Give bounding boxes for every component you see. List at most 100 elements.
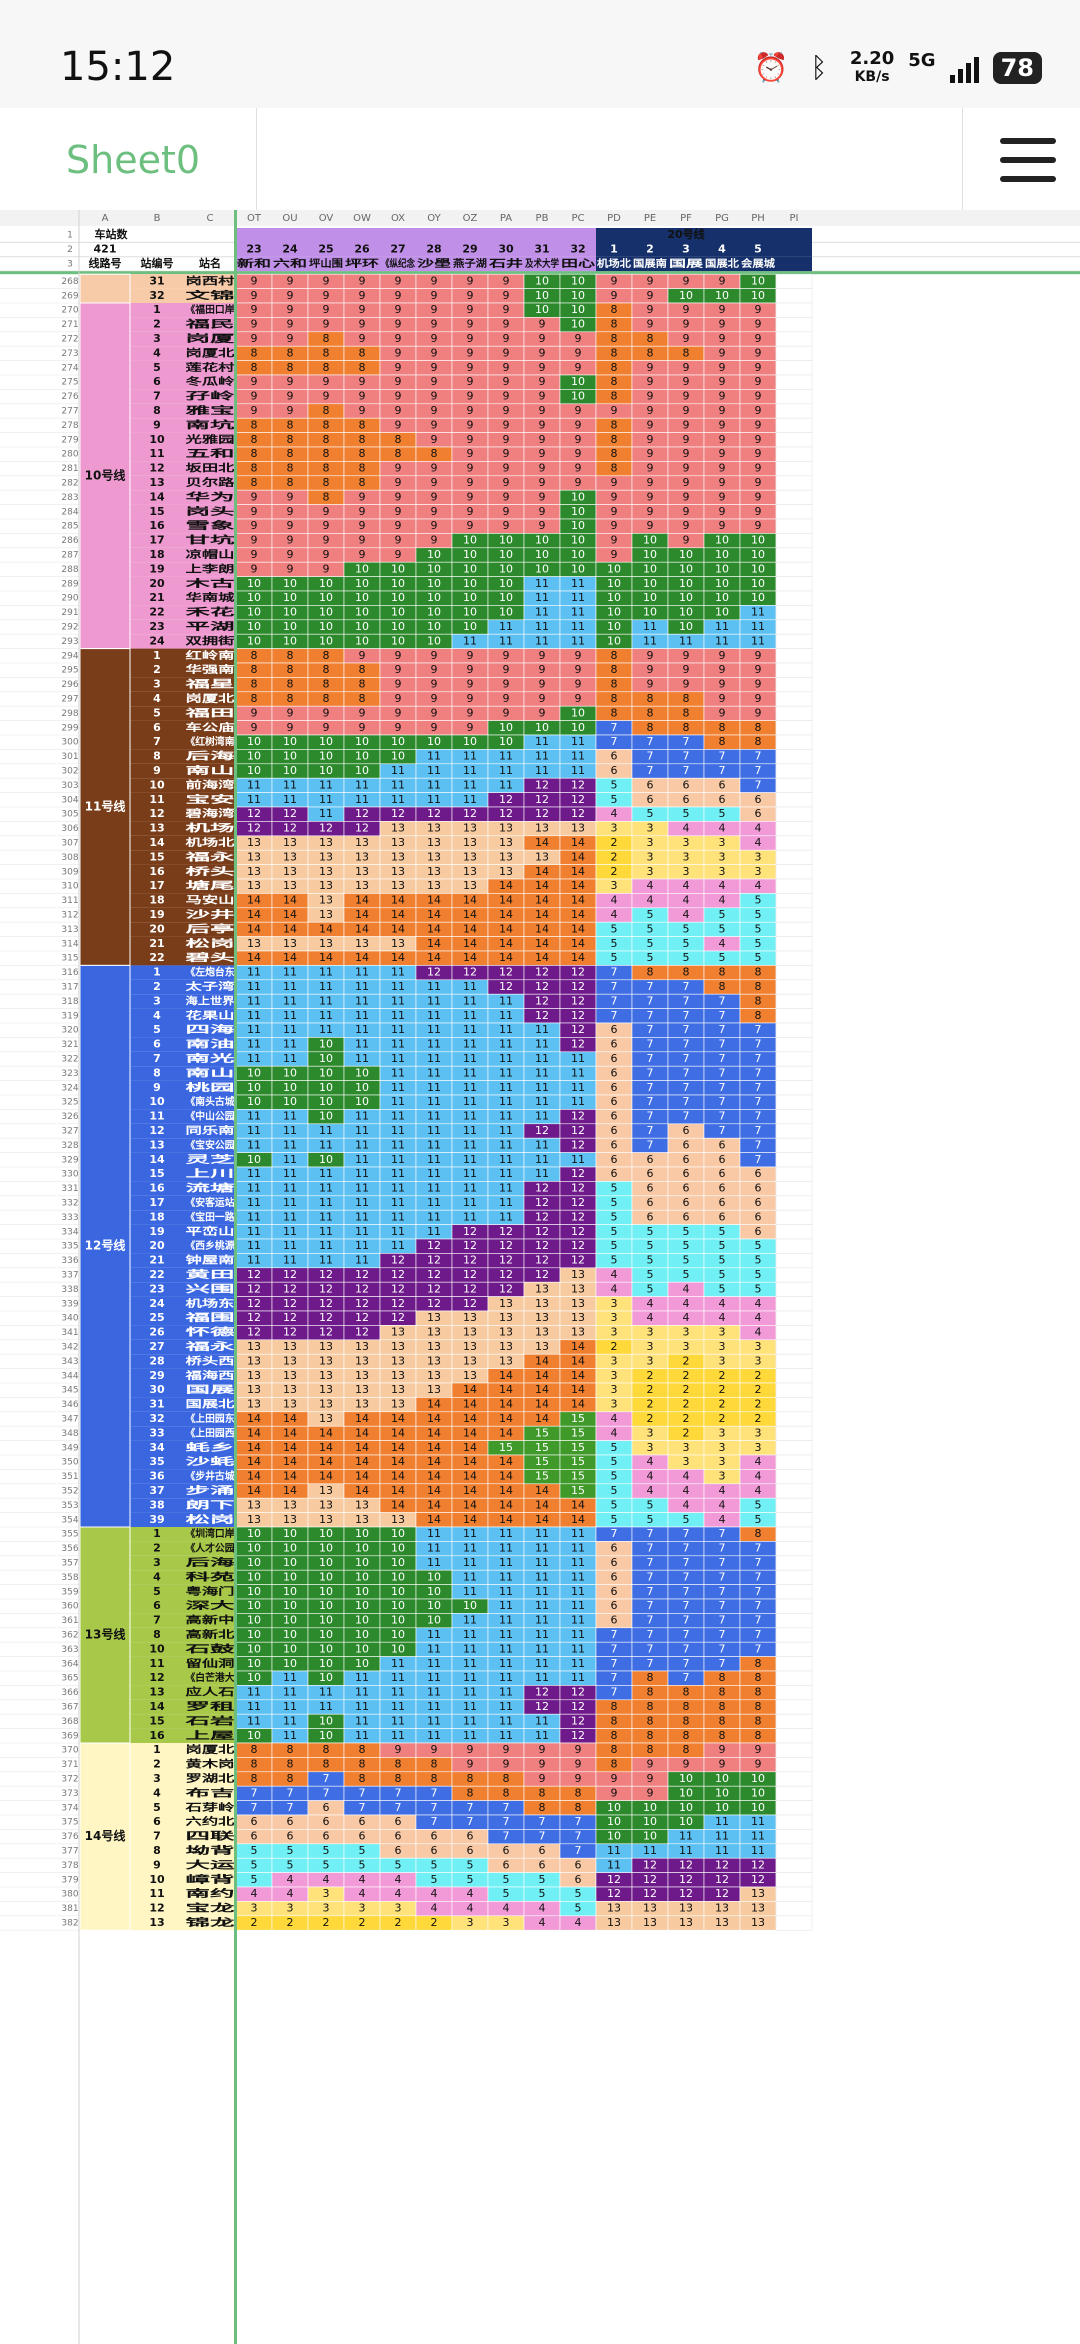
empty-cell[interactable]	[775, 1253, 813, 1269]
station-number-cell[interactable]	[130, 475, 184, 491]
empty-cell[interactable]	[775, 864, 813, 880]
station-number-cell[interactable]	[130, 519, 184, 534]
station-name-cell[interactable]	[184, 490, 236, 505]
empty-cell[interactable]	[775, 1555, 813, 1571]
station-number-cell[interactable]	[130, 461, 184, 476]
station-name-cell[interactable]	[184, 360, 236, 375]
empty-cell[interactable]	[775, 1411, 813, 1427]
empty-cell[interactable]	[775, 1857, 813, 1873]
empty-cell[interactable]	[775, 662, 813, 678]
empty-cell[interactable]	[775, 302, 813, 318]
empty-cell[interactable]	[775, 1814, 813, 1830]
empty-cell[interactable]	[775, 1512, 813, 1528]
empty-cell[interactable]	[775, 547, 813, 563]
empty-cell[interactable]	[775, 1353, 813, 1369]
empty-cell[interactable]	[775, 389, 813, 405]
empty-cell[interactable]	[775, 878, 813, 894]
empty-cell[interactable]	[775, 705, 813, 721]
station-name-cell[interactable]	[184, 504, 236, 519]
empty-cell[interactable]	[775, 821, 813, 837]
empty-cell[interactable]	[775, 432, 813, 448]
empty-cell[interactable]	[775, 576, 813, 592]
station-number-cell[interactable]	[130, 317, 184, 332]
empty-cell[interactable]	[775, 1685, 813, 1701]
station-number-cell[interactable]	[130, 634, 184, 649]
empty-cell[interactable]	[775, 806, 813, 822]
empty-cell[interactable]	[775, 475, 813, 491]
station-name-cell[interactable]	[184, 331, 236, 347]
empty-cell[interactable]	[775, 1008, 813, 1024]
empty-cell[interactable]	[775, 936, 813, 952]
empty-cell[interactable]	[775, 1656, 813, 1672]
menu-icon[interactable]	[1000, 138, 1056, 182]
empty-cell[interactable]	[775, 1238, 813, 1254]
station-name-cell[interactable]	[184, 375, 236, 390]
empty-cell[interactable]	[775, 1526, 813, 1542]
station-number-cell[interactable]	[130, 389, 184, 404]
station-name-cell[interactable]	[184, 303, 236, 318]
empty-cell[interactable]	[775, 1109, 813, 1125]
empty-cell[interactable]	[775, 633, 813, 649]
empty-cell[interactable]	[775, 1598, 813, 1614]
empty-cell[interactable]	[775, 1209, 813, 1225]
empty-cell[interactable]	[775, 317, 813, 333]
empty-cell[interactable]	[775, 1829, 813, 1845]
empty-cell[interactable]	[775, 1670, 813, 1686]
empty-cell[interactable]	[775, 504, 813, 520]
empty-cell[interactable]	[775, 907, 813, 923]
empty-cell[interactable]	[775, 835, 813, 851]
empty-cell[interactable]	[775, 1785, 813, 1801]
empty-cell[interactable]	[775, 446, 813, 462]
empty-cell[interactable]	[775, 734, 813, 750]
empty-cell[interactable]	[775, 1541, 813, 1557]
station-name-cell[interactable]	[184, 533, 236, 548]
empty-cell[interactable]	[775, 374, 813, 390]
empty-cell[interactable]	[775, 605, 813, 621]
station-number-cell[interactable]	[130, 303, 184, 318]
line-group-cell[interactable]	[79, 273, 131, 304]
station-name-cell[interactable]	[184, 591, 236, 606]
station-number-cell[interactable]	[130, 403, 184, 419]
empty-cell[interactable]	[775, 1152, 813, 1168]
empty-cell[interactable]	[775, 763, 813, 779]
empty-cell[interactable]	[775, 1022, 813, 1038]
empty-cell[interactable]	[775, 1224, 813, 1240]
station-name-cell[interactable]	[184, 418, 236, 433]
empty-cell[interactable]	[775, 1901, 813, 1917]
station-name-cell[interactable]	[184, 562, 236, 577]
empty-cell[interactable]	[775, 1713, 813, 1729]
station-number-cell[interactable]	[130, 605, 184, 620]
station-number-cell[interactable]	[130, 547, 184, 563]
empty-cell[interactable]	[775, 1627, 813, 1643]
station-number-cell[interactable]	[130, 562, 184, 577]
empty-cell[interactable]	[775, 1037, 813, 1053]
empty-cell[interactable]	[775, 360, 813, 376]
empty-cell[interactable]	[775, 979, 813, 995]
empty-cell[interactable]	[775, 1915, 813, 1931]
empty-cell[interactable]	[775, 1613, 813, 1629]
empty-cell[interactable]	[775, 1469, 813, 1485]
empty-cell[interactable]	[775, 288, 813, 304]
station-name-cell[interactable]	[184, 605, 236, 620]
station-name-cell[interactable]	[184, 475, 236, 491]
empty-cell[interactable]	[775, 1267, 813, 1283]
station-name-cell[interactable]	[184, 389, 236, 404]
empty-cell[interactable]	[775, 1742, 813, 1758]
empty-cell[interactable]	[775, 1181, 813, 1197]
station-name-cell[interactable]	[184, 288, 236, 303]
empty-cell[interactable]	[775, 1325, 813, 1341]
empty-cell[interactable]	[775, 590, 813, 606]
empty-cell[interactable]	[775, 677, 813, 693]
empty-cell[interactable]	[775, 461, 813, 477]
empty-cell[interactable]	[775, 533, 813, 549]
station-number-cell[interactable]	[130, 504, 184, 519]
station-name-cell[interactable]	[184, 461, 236, 476]
spreadsheet-grid[interactable]: A B C OT OU OV OW OX OY OZ PA PB PC PD PE PF PG PH PI 1 2 3 车站…	[0, 210, 1080, 2344]
empty-cell[interactable]	[775, 749, 813, 765]
station-name-cell[interactable]	[184, 447, 236, 462]
empty-cell[interactable]	[775, 1137, 813, 1153]
station-name-cell[interactable]	[184, 648, 236, 663]
empty-cell[interactable]	[775, 1080, 813, 1096]
station-number-cell[interactable]	[130, 490, 184, 505]
station-number-cell[interactable]	[130, 418, 184, 433]
